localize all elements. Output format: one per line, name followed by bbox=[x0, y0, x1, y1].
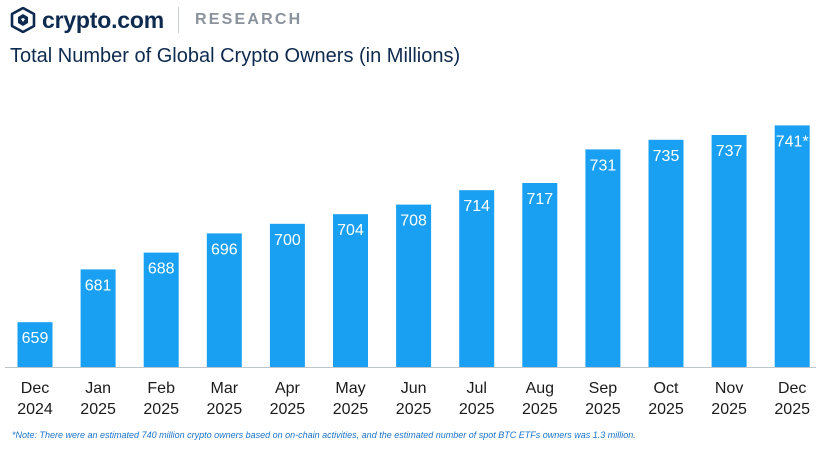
data-label: 708 bbox=[400, 213, 427, 230]
bar bbox=[648, 139, 684, 367]
footnote: *Note: There were an estimated 740 milli… bbox=[12, 430, 636, 440]
bar bbox=[333, 214, 368, 367]
data-label: 681 bbox=[85, 277, 112, 294]
bar bbox=[585, 149, 621, 367]
x-tick-label: 2025 bbox=[522, 401, 558, 418]
data-label: 688 bbox=[148, 261, 175, 278]
bar bbox=[396, 204, 432, 367]
x-tick-label: Dec bbox=[21, 380, 49, 397]
header: crypto.com RESEARCH bbox=[10, 6, 302, 34]
x-tick-label: Apr bbox=[275, 380, 301, 397]
bar bbox=[459, 190, 495, 367]
data-label: 696 bbox=[211, 241, 238, 258]
x-tick-label: 2025 bbox=[396, 401, 432, 418]
x-tick-label: Dec bbox=[778, 380, 806, 397]
bar bbox=[522, 183, 558, 367]
bar bbox=[206, 233, 242, 367]
bar bbox=[80, 269, 116, 367]
x-tick-label: Nov bbox=[715, 380, 743, 397]
x-tick-label: Oct bbox=[654, 380, 679, 397]
chart-title: Total Number of Global Crypto Owners (in… bbox=[10, 45, 461, 67]
data-label: 659 bbox=[22, 330, 49, 347]
x-tick-label: 2025 bbox=[143, 401, 179, 418]
x-tick-label: 2025 bbox=[459, 401, 495, 418]
x-tick-label: Feb bbox=[147, 380, 175, 397]
x-tick-label: 2024 bbox=[17, 401, 53, 418]
header-divider bbox=[177, 7, 179, 33]
x-tick-label: 2025 bbox=[80, 401, 116, 418]
data-label: 714 bbox=[463, 198, 490, 215]
x-tick-label: May bbox=[335, 380, 365, 397]
logo[interactable]: crypto.com bbox=[10, 7, 164, 34]
crypto-com-lion-shield-icon bbox=[10, 7, 36, 33]
x-tick-label: 2025 bbox=[648, 401, 684, 418]
x-tick-label: Jun bbox=[401, 380, 427, 397]
bar bbox=[774, 125, 810, 368]
bar bbox=[711, 135, 747, 367]
research-label: RESEARCH bbox=[194, 11, 303, 28]
x-tick-label: Sep bbox=[589, 380, 618, 397]
data-label: 700 bbox=[274, 232, 301, 249]
x-tick-label: 2025 bbox=[270, 401, 306, 418]
x-tick-label: Aug bbox=[526, 380, 554, 397]
bar bbox=[269, 223, 305, 367]
x-tick-label: Jul bbox=[466, 380, 486, 397]
data-label: 741* bbox=[776, 133, 809, 150]
data-label: 731 bbox=[590, 157, 617, 174]
x-tick-label: 2025 bbox=[207, 401, 243, 418]
data-label: 717 bbox=[526, 191, 553, 208]
logo-text: crypto.com bbox=[42, 6, 164, 33]
data-label: 735 bbox=[653, 148, 680, 165]
x-tick-label: Mar bbox=[211, 380, 239, 397]
x-tick-label: 2025 bbox=[333, 401, 369, 418]
data-label: 704 bbox=[337, 222, 364, 239]
x-tick-label: 2025 bbox=[774, 401, 810, 418]
x-tick-label: 2025 bbox=[711, 401, 747, 418]
x-tick-label: 2025 bbox=[585, 401, 621, 418]
bar bbox=[17, 322, 53, 367]
data-label: 737 bbox=[716, 143, 743, 160]
x-tick-label: Jan bbox=[85, 380, 111, 397]
bar bbox=[143, 252, 179, 367]
